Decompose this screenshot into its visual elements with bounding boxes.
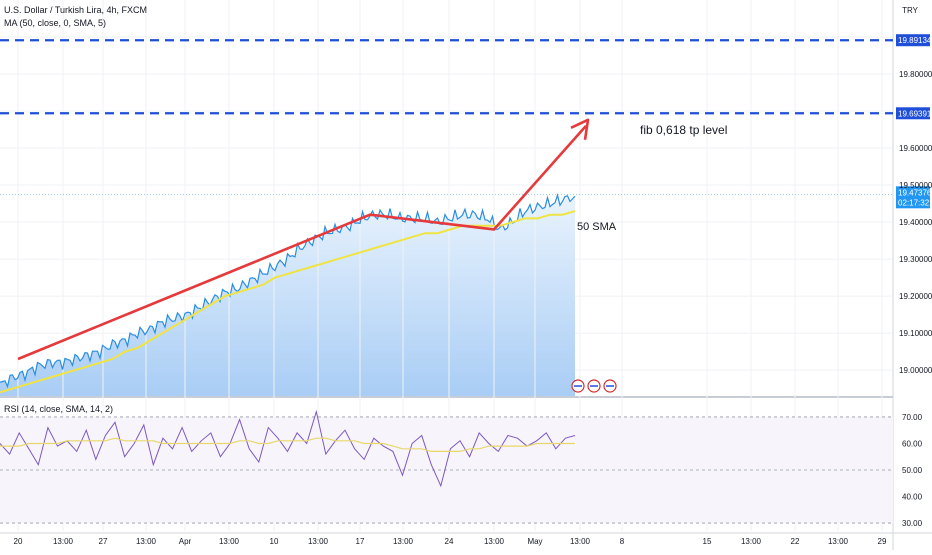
rsi-tick-label: 30.00 <box>902 519 923 528</box>
time-tick-label: 13:00 <box>53 537 74 546</box>
time-tick-label: May <box>527 537 542 546</box>
rsi-tick-label: 40.00 <box>902 493 923 502</box>
fib-annotation: fib 0,618 tp level <box>640 123 727 137</box>
tp-level-label: 19.89134 <box>898 36 932 45</box>
time-tick-label: 27 <box>99 537 108 546</box>
time-tick-label: 13:00 <box>308 537 329 546</box>
rsi-ma-line <box>0 437 575 452</box>
rsi-tick-label: 50.00 <box>902 466 923 475</box>
time-tick-label: 17 <box>356 537 365 546</box>
time-tick-label: 8 <box>620 537 625 546</box>
time-tick-label: 15 <box>703 537 712 546</box>
time-tick-label: 13:00 <box>570 537 591 546</box>
currency-label: TRY <box>902 6 918 15</box>
tp-level-tag <box>896 34 930 47</box>
time-tick-label: 13:00 <box>484 537 505 546</box>
countdown-label: 02:17:32 <box>898 198 930 207</box>
rsi-line <box>0 409 576 488</box>
time-tick-label: 24 <box>445 537 454 546</box>
price-line <box>0 193 576 389</box>
price-tick-label: 19.40000 <box>899 218 932 227</box>
symbol-title[interactable]: U.S. Dollar / Turkish Lira, 4h, FXCM <box>4 5 148 15</box>
ma-indicator-label[interactable]: MA (50, close, 0, SMA, 5) <box>4 18 107 28</box>
tp-level-label: 19.69391 <box>898 109 932 118</box>
time-tick-label: 10 <box>270 537 279 546</box>
price-tick-label: 19.50000 <box>899 181 932 190</box>
time-tick-label: 13:00 <box>741 537 762 546</box>
annotation-zigzag <box>17 124 587 361</box>
price-tick-label: 19.80000 <box>899 70 932 79</box>
last-price-tag <box>896 186 930 209</box>
time-tick-label: 20 <box>14 537 23 546</box>
last-price-label: 19.47376 <box>898 188 932 197</box>
price-tick-label: 19.30000 <box>899 255 932 264</box>
annotation-arrowhead <box>570 118 590 141</box>
sma-line <box>0 210 576 394</box>
price-tick-label: 19.60000 <box>899 144 932 153</box>
time-tick-label: 13:00 <box>219 537 240 546</box>
rsi-indicator-label[interactable]: RSI (14, close, SMA, 14, 2) <box>4 404 114 414</box>
time-tick-label: 13:00 <box>136 537 157 546</box>
rsi-tick-label: 70.00 <box>902 413 923 422</box>
time-tick-label: Apr <box>179 537 192 546</box>
price-tick-label: 19.20000 <box>899 292 932 301</box>
time-tick-label: 22 <box>791 537 800 546</box>
time-tick-label: 13:00 <box>393 537 414 546</box>
time-tick-label: 13:00 <box>828 537 849 546</box>
price-tick-label: 19.00000 <box>899 366 932 375</box>
tp-level-tag <box>896 107 930 120</box>
sma-annotation: 50 SMA <box>577 221 617 233</box>
rsi-tick-label: 60.00 <box>902 439 923 448</box>
price-tick-label: 19.10000 <box>899 329 932 338</box>
time-tick-label: 29 <box>878 537 887 546</box>
price-area-fill <box>0 195 575 396</box>
